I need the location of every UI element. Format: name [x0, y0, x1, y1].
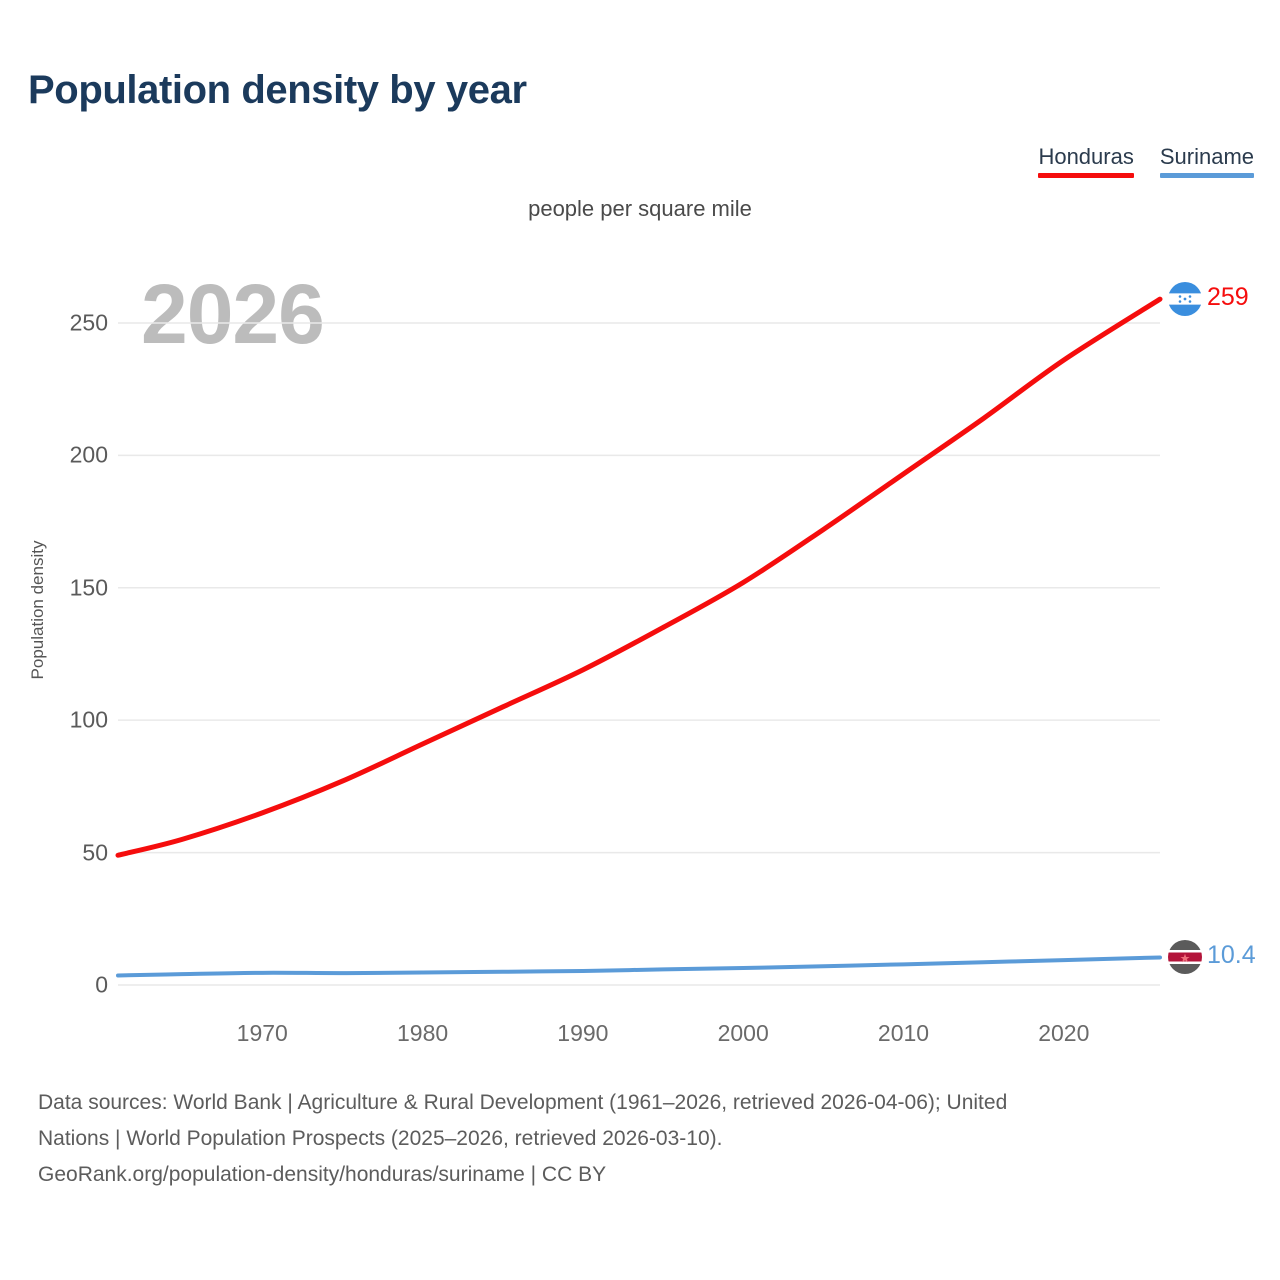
honduras-flag-icon — [1168, 282, 1202, 317]
suriname-flag-icon — [1168, 940, 1202, 975]
y-axis-tick-label: 100 — [69, 706, 108, 733]
chart-subtitle: people per square mile — [528, 196, 752, 221]
legend-label-suriname: Suriname — [1159, 144, 1254, 169]
x-axis-tick-label: 2020 — [1038, 1020, 1090, 1046]
footer-sources: Data sources: World Bank | Agriculture &… — [38, 1085, 1258, 1193]
y-axis-ticks: 0 50 100 150 200 250 — [28, 0, 108, 1280]
footer-line-1: Data sources: World Bank | Agriculture &… — [38, 1091, 1008, 1114]
year-watermark: 2026 — [141, 267, 325, 361]
suriname-end-value: 10.4 — [1207, 941, 1256, 970]
legend-label-honduras: Honduras — [1038, 144, 1134, 169]
y-axis-tick-label: 200 — [69, 441, 108, 468]
series-line-honduras — [115, 296, 1163, 858]
honduras-end-value: 259 — [1207, 283, 1249, 312]
x-axis-tick-label: 1990 — [557, 1020, 609, 1046]
footer-line-3: GeoRank.org/population-density/honduras/… — [38, 1163, 607, 1186]
legend-item-honduras[interactable]: Honduras — [1038, 144, 1134, 178]
legend-swatch-honduras — [1038, 173, 1134, 178]
legend: Honduras Suriname — [1038, 144, 1254, 178]
y-axis-tick-label: 50 — [82, 839, 108, 866]
gridlines — [118, 322, 1160, 986]
y-axis-tick-label: 250 — [69, 309, 108, 336]
page-title: Population density by year — [28, 68, 527, 112]
x-axis-tick-label: 2000 — [717, 1020, 769, 1046]
legend-swatch-suriname — [1159, 173, 1254, 178]
footer-line-2: Nations | World Population Prospects (20… — [38, 1127, 723, 1150]
x-axis-tick-label: 1980 — [396, 1020, 449, 1046]
y-axis-tick-label: 0 — [95, 971, 108, 998]
y-axis-tick-label: 150 — [69, 574, 108, 601]
x-axis-tick-label: 2010 — [877, 1020, 930, 1046]
x-axis-tick-label: 1970 — [236, 1020, 288, 1046]
series-line-suriname — [116, 955, 1162, 978]
legend-item-suriname[interactable]: Suriname — [1159, 144, 1254, 178]
